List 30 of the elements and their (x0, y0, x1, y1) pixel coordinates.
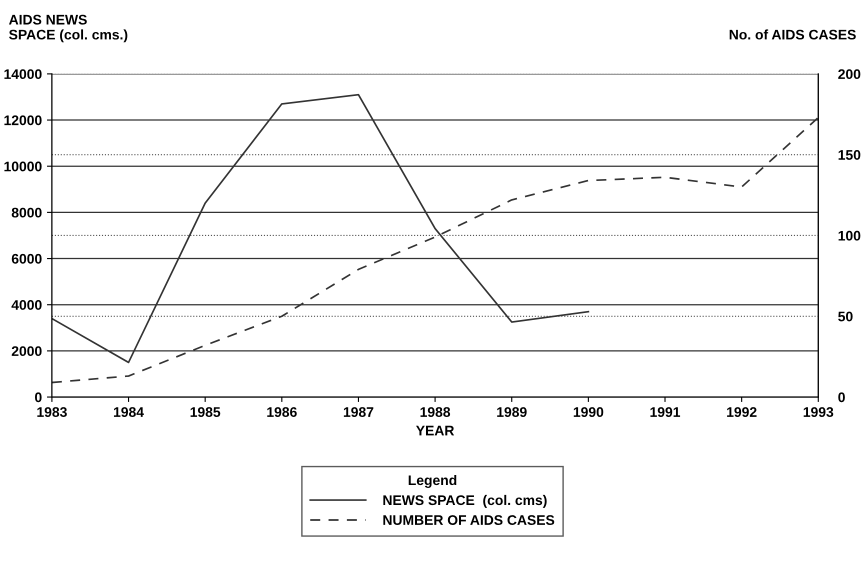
y2-tick-label: 0 (838, 392, 845, 402)
x-tick-label: 1989 (497, 407, 527, 417)
x-tick-label: 1990 (574, 407, 604, 417)
legend-label: NUMBER OF AIDS CASES (383, 515, 554, 525)
x-tick-label: 1993 (804, 407, 834, 417)
y2-tick-label: 200 (838, 69, 860, 80)
y2-tick-label: 100 (838, 230, 860, 241)
legend-title: Legend (408, 474, 456, 488)
y-tick-label: 2000 (12, 346, 42, 356)
y-tick-label: 8000 (12, 208, 42, 218)
x-tick-label: 1985 (190, 407, 220, 417)
y-axis-title: AIDS NEWS SPACE (col. cms.) (8, 14, 128, 42)
y2-tick-label: 50 (838, 312, 853, 322)
x-tick-label: 1987 (344, 407, 374, 417)
y2-axis-title: No. of AIDS CASES (730, 29, 856, 40)
legend-label: NEWS SPACE (col. cms) (383, 494, 547, 508)
y-tick-label: 14000 (4, 69, 42, 80)
y-tick-label: 0 (35, 392, 42, 402)
y-tick-label: 6000 (12, 254, 42, 264)
x-tick-label: 1983 (37, 407, 67, 417)
y-tick-label: 12000 (4, 115, 42, 126)
x-tick-label: 1992 (727, 407, 757, 417)
y2-tick-label: 150 (838, 150, 860, 160)
y-tick-label: 4000 (11, 300, 42, 310)
y-tick-label: 10000 (4, 162, 42, 172)
x-tick-label: 1986 (267, 407, 297, 417)
x-axis-title: YEAR (416, 426, 454, 436)
x-tick-label: 1984 (114, 407, 144, 417)
x-tick-label: 1991 (650, 407, 680, 417)
x-tick-label: 1988 (420, 407, 450, 417)
